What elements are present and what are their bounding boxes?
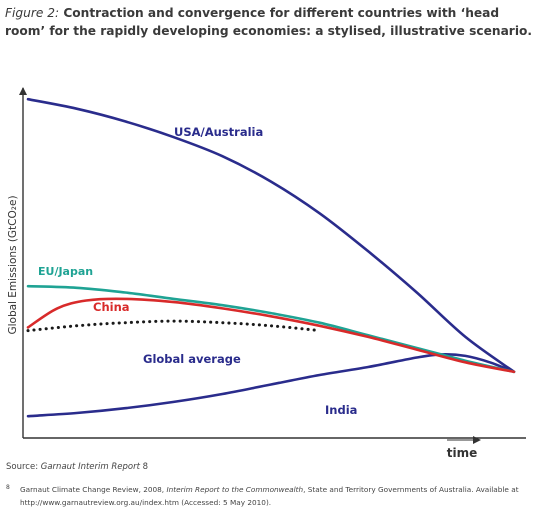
series-line-global-average: [26, 319, 322, 333]
footnote-part1: Garnaut Climate Change Review, 2008,: [20, 485, 167, 494]
series-line-usa-australia: [26, 97, 516, 374]
source-line: Source: Garnaut Interim Report 8: [6, 462, 148, 472]
label-global-average: Global average: [143, 352, 241, 366]
y-axis-label: Global Emissions (GtCO₂e): [7, 195, 19, 334]
x-axis-label: time: [447, 446, 478, 460]
footnote-part2: , State and Territory Governments of Aus…: [20, 485, 519, 507]
footnote-italic: Interim Report to the Commonwealth: [166, 485, 304, 494]
label-china: China: [93, 300, 130, 314]
chart: time Global Emissions (GtCO₂e) USA/Austr…: [7, 87, 526, 460]
series-line-eu-japan: [26, 284, 516, 374]
figure-title: Figure 2: Contraction and convergence fo…: [5, 4, 539, 40]
label-india: India: [325, 403, 357, 417]
source-name: Garnaut Interim Report: [40, 462, 140, 472]
x-label-group: time: [447, 436, 481, 460]
series-line-china: [26, 297, 516, 374]
footnote-body: Garnaut Climate Change Review, 2008, Int…: [6, 483, 539, 509]
series-line-india: [26, 353, 516, 418]
figure-title-text: Contraction and convergence for differen…: [5, 6, 532, 38]
label-layer: USA/Australia EU/Japan China Global aver…: [38, 125, 357, 417]
source-marker: 8: [139, 462, 149, 472]
source-prefix: Source:: [6, 462, 41, 472]
series-layer: [26, 97, 516, 418]
footnote: 8 Garnaut Climate Change Review, 2008, I…: [6, 483, 539, 509]
label-eu-japan: EU/Japan: [38, 265, 93, 278]
footnote-marker: 8: [6, 484, 10, 491]
label-usa-australia: USA/Australia: [174, 125, 263, 139]
figure-label: Figure 2:: [5, 6, 60, 20]
axes: [19, 87, 526, 439]
